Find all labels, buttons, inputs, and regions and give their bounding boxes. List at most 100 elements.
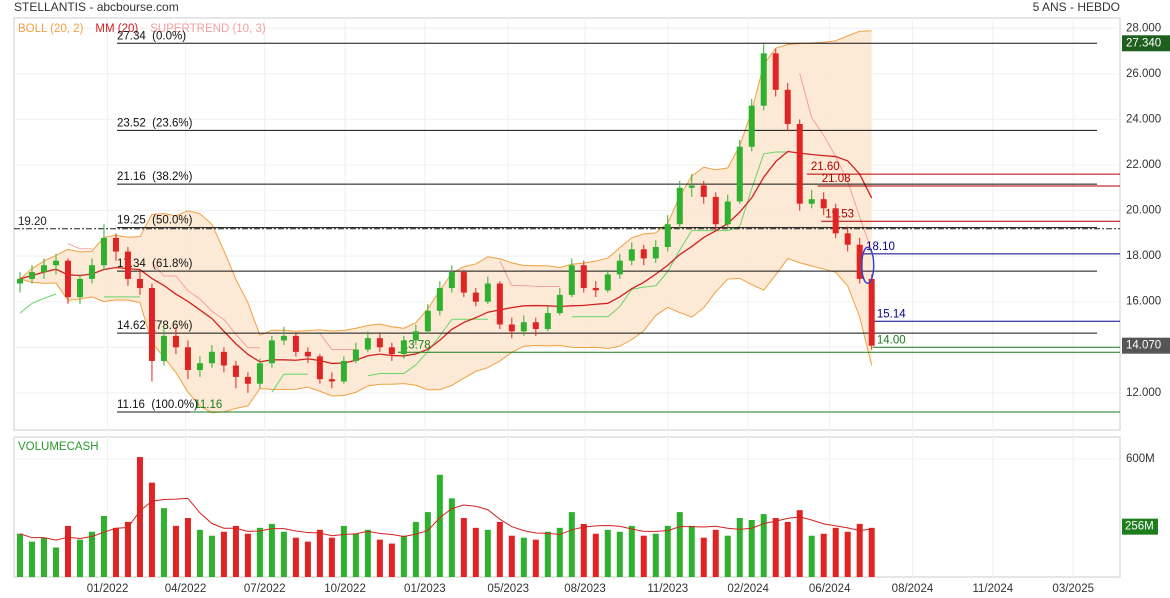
y-tick-label: 22.000 [1126,159,1161,171]
volume-bar [88,531,95,577]
candle-body [124,251,131,279]
fibonacci-label: 17.34 (61.8%) [117,258,193,270]
candle-body [820,199,827,209]
candle-body [616,260,623,275]
indicator-legend: BOLL (20, 2) [18,23,84,35]
volume-bar [160,508,167,577]
candle-body [808,199,815,204]
volume-bar [688,525,695,577]
level-label: 15.14 [877,308,906,320]
candle-body [748,105,755,147]
candle-body [868,278,875,346]
supertrend [271,373,285,393]
candle-body [400,340,407,355]
candle-body [760,53,767,106]
candle-body [844,233,851,245]
supertrend [799,73,813,118]
supertrend [31,297,45,304]
supertrend [811,117,825,136]
candle-body [772,53,779,90]
candle-body [268,340,275,364]
supertrend [151,261,165,277]
volume-bar [424,512,431,577]
candle-body [856,244,863,279]
volume-bar [532,539,539,577]
volume-average [19,497,872,541]
volume-bar [832,527,839,577]
candle-body [580,265,587,289]
supertrend [523,285,536,287]
y-tick-label: 26.000 [1126,68,1161,80]
volume-bar [136,457,143,577]
volume-bar [112,527,119,577]
supertrend [367,372,380,377]
volume-title: VOLUMECASH [18,441,99,453]
supertrend [223,319,237,335]
candle-body [568,265,575,295]
volume-bar [784,521,791,577]
volume-bar [280,531,287,577]
y-tick-label: 20.000 [1126,205,1161,217]
candle-body [712,196,719,225]
volume-tick-label: 600M [1126,453,1155,465]
volume-bar [724,535,731,577]
candle-body [100,237,107,266]
volume-bar [400,535,407,577]
candle-body [832,208,839,234]
candle-body [280,335,287,341]
candle-body [496,283,503,325]
candle-body [40,265,47,273]
volume-bar [52,547,59,577]
level-label: 14.00 [877,334,906,346]
y-tick-label: 12.000 [1126,387,1161,399]
volume-bar [556,527,563,577]
volume-bar [64,525,71,577]
volume-bar [232,525,239,577]
volume-bar [772,518,779,577]
x-tick-label: 08/2023 [564,583,606,595]
candle-body [736,146,743,202]
candle-body [700,185,707,197]
supertrend [847,181,861,218]
indicator-legend: SUPERTREND (10, 3) [150,23,266,35]
candle-body [352,349,359,361]
candle-body [784,89,791,124]
volume-bar [28,541,35,577]
candle-body [220,351,227,366]
volume-bar [316,529,323,577]
volume-bar [340,525,347,577]
volume-bar [208,535,215,577]
volume-bar [388,543,395,577]
y-tick-label: 16.000 [1126,296,1161,308]
volume-bar [256,527,263,577]
y-tick-label: 28.000 [1126,22,1161,34]
volume-bar [520,537,527,577]
supertrend [655,271,669,287]
level-label: 19.53 [825,208,854,220]
candle-body [256,363,263,384]
bollinger-band [19,30,872,413]
candle-body [676,187,683,225]
supertrend [763,151,776,155]
candle-body [472,292,479,302]
y-tick-label: 24.000 [1126,113,1161,125]
volume-bar [868,527,875,577]
candle-body [796,123,803,204]
candle-body [160,335,167,361]
fibonacci-label: 27.34 (0.0%) [117,30,186,42]
candle-body [76,278,83,298]
x-tick-label: 05/2023 [487,583,529,595]
level-label: 11.16 [194,399,222,411]
supertrend [499,260,513,286]
volume-bar [856,523,863,577]
supertrend [739,188,753,227]
volume-bar [760,514,767,577]
price-box [1122,337,1170,354]
level-label: 13.78 [402,339,431,351]
supertrend [679,230,693,251]
fibonacci-label: 21.16 (38.2%) [117,171,193,183]
supertrend [631,286,644,290]
volume-bar [304,541,311,577]
candle-body [196,363,203,371]
volume-bar [808,535,815,577]
